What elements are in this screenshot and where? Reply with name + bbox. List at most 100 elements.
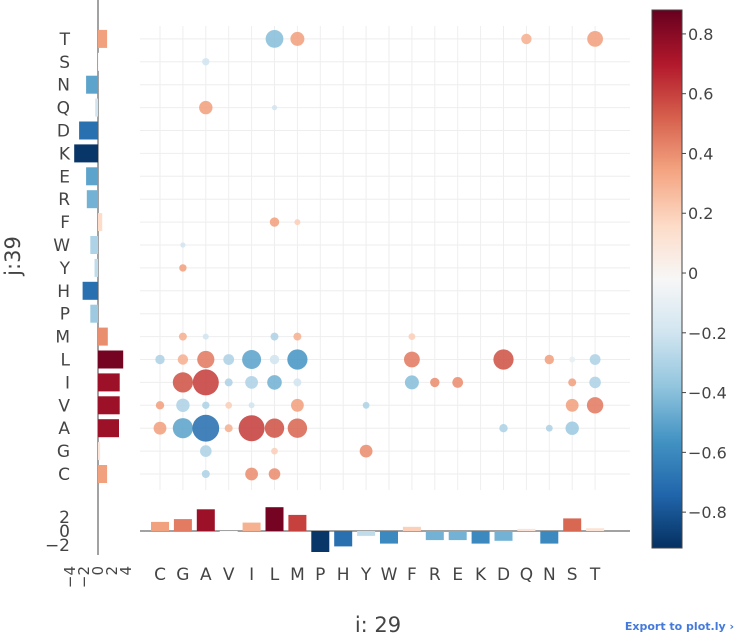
- y-tick-label-E: E: [59, 167, 70, 187]
- bubble-I-I: [245, 376, 258, 389]
- bubble-L-Q: [271, 105, 278, 111]
- x-tick-label-Y: Y: [360, 565, 372, 585]
- x-tick-label-I: I: [249, 565, 254, 585]
- x-marginal-bar-K: [471, 531, 490, 544]
- bubble-M-V: [291, 398, 304, 412]
- y-tick-label-T: T: [59, 30, 71, 50]
- y-marginal-tick-label: −2: [75, 566, 93, 588]
- y-tick-label-G: G: [57, 442, 70, 462]
- bubble-S-A: [565, 421, 579, 435]
- x-marginal-bar-A: [196, 509, 215, 531]
- bubble-L-C: [268, 468, 281, 480]
- x-marginal-bar-Y: [357, 531, 376, 536]
- x-tick-label-C: C: [154, 565, 166, 585]
- x-tick-label-T: T: [589, 565, 601, 585]
- y-marginal-bar-T: [98, 29, 108, 48]
- bubble-A-A: [192, 414, 220, 442]
- bubble-A-I: [192, 369, 219, 396]
- y-marginal-bar-K: [74, 144, 98, 163]
- bubble-G-V: [176, 398, 190, 412]
- bubble-A-M: [202, 333, 209, 340]
- x-tick-label-H: H: [337, 565, 350, 585]
- bubble-I-V: [248, 402, 255, 409]
- bubble-Y-V: [362, 401, 370, 409]
- x-marginal-bar-N: [540, 531, 559, 544]
- x-marginal-bar-F: [402, 526, 421, 531]
- bubble-M-A: [287, 418, 308, 438]
- bubble-G-W: [180, 242, 186, 248]
- x-marginal-bar-M: [288, 514, 307, 531]
- colorbar-tick-label: 0.4: [688, 144, 713, 163]
- x-marginal-bar-L: [265, 507, 284, 531]
- y-marginal-bar-S: [98, 52, 99, 71]
- y-tick-label-Y: Y: [59, 259, 71, 279]
- x-tick-label-K: K: [475, 565, 487, 585]
- x-marginal-bar-R: [425, 531, 444, 541]
- bubble-I-L: [242, 350, 262, 369]
- y-tick-label-I: I: [65, 373, 70, 393]
- y-marginal-bar-E: [86, 167, 98, 186]
- x-marginal-bar-P: [311, 531, 330, 552]
- bubble-A-G: [200, 445, 212, 457]
- bubble-T-T: [587, 31, 603, 47]
- y-marginal-tick-label: 0: [89, 566, 107, 576]
- y-tick-label-S: S: [59, 53, 70, 73]
- x-marginal-bar-S: [563, 518, 582, 531]
- export-to-plotly-link[interactable]: Export to plot.ly ›: [624, 620, 734, 633]
- x-tick-label-E: E: [452, 565, 463, 585]
- bubble-N-L: [544, 354, 554, 365]
- x-marginal-bar-I: [242, 522, 261, 531]
- y-tick-label-F: F: [60, 213, 70, 233]
- x-tick-label-M: M: [290, 565, 305, 585]
- bubble-N-A: [545, 424, 553, 432]
- y-marginal-bar-P: [90, 304, 98, 323]
- bubble-M-F: [294, 219, 301, 226]
- y-tick-label-C: C: [58, 465, 70, 485]
- y-marginal-bar-N: [86, 75, 98, 94]
- bubble-L-G: [271, 447, 278, 455]
- bubble-V-L: [223, 354, 235, 365]
- y-marginal-bar-H: [82, 281, 98, 300]
- x-tick-label-R: R: [429, 565, 441, 585]
- x-tick-label-V: V: [223, 565, 235, 585]
- x-marginal-bar-T: [586, 528, 605, 531]
- y-marginal-bar-D: [79, 121, 98, 140]
- y-marginal-bar-chart: 420−2−4: [61, 0, 135, 588]
- x-tick-label-D: D: [497, 565, 510, 585]
- bubble-S-V: [565, 398, 579, 412]
- bubble-G-A: [172, 418, 193, 439]
- x-marginal-bar-G: [173, 519, 192, 531]
- colorbar-tick-label: −0.8: [688, 503, 727, 522]
- y-tick-label-V: V: [58, 396, 70, 416]
- y-marginal-bar-L: [98, 350, 124, 369]
- x-marginal-bar-chart: 20−2: [45, 507, 630, 556]
- y-tick-label-D: D: [57, 122, 70, 142]
- bubble-M-T: [290, 31, 305, 46]
- bubble-G-M: [178, 332, 187, 341]
- y-tick-label-N: N: [57, 76, 70, 96]
- x-marginal-tick-label: −2: [45, 536, 70, 556]
- bubble-T-V: [586, 397, 604, 414]
- x-tick-label-G: G: [176, 565, 189, 585]
- bubble-A-Q: [199, 100, 213, 115]
- bubble-E-I: [452, 377, 464, 388]
- bubble-T-I: [589, 376, 601, 389]
- y-marginal-tick-label: 2: [103, 566, 121, 576]
- y-marginal-bar-I: [98, 373, 120, 392]
- colorbar: 0.8 0.6 0.4 0.2 0 −0.2 −0.4 −0.6 −0.8: [651, 9, 727, 549]
- x-marginal-bar-D: [494, 531, 513, 541]
- bubble-F-M: [408, 333, 416, 340]
- bubble-S-I: [568, 378, 577, 387]
- y-tick-label-Q: Q: [57, 99, 70, 119]
- bubble-G-Y: [179, 264, 187, 272]
- bubble-C-A: [153, 421, 167, 435]
- bubble-A-C: [201, 470, 210, 478]
- bubble-T-L: [589, 354, 601, 365]
- bubble-I-A: [238, 415, 265, 442]
- x-marginal-bar-C: [151, 521, 169, 531]
- bubble-C-L: [155, 354, 165, 365]
- bubble-F-I: [404, 375, 419, 390]
- bubble-G-L: [177, 354, 189, 365]
